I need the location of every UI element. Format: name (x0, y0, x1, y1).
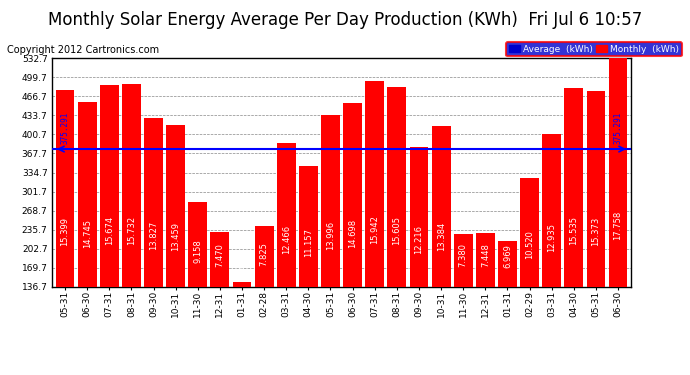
Bar (520, 178, 539, 366)
Text: 15.605: 15.605 (393, 216, 402, 245)
Text: 375.291: 375.291 (61, 112, 70, 144)
Text: 13.459: 13.459 (171, 222, 180, 251)
Bar (166, 125, 185, 366)
Bar (210, 232, 229, 366)
Text: 15.942: 15.942 (371, 216, 380, 244)
Bar (144, 118, 163, 366)
Text: 12.216: 12.216 (415, 225, 424, 254)
Bar (233, 282, 251, 366)
Bar (542, 135, 561, 366)
Bar (609, 48, 627, 366)
Bar (388, 87, 406, 366)
Text: 14.698: 14.698 (348, 219, 357, 248)
Bar (78, 102, 97, 366)
Text: 9.158: 9.158 (193, 239, 202, 262)
Bar (299, 166, 318, 366)
Text: 7.448: 7.448 (481, 243, 490, 267)
Text: 12.466: 12.466 (282, 225, 290, 254)
Text: 14.745: 14.745 (83, 219, 92, 248)
Text: 15.732: 15.732 (127, 216, 136, 245)
Bar (432, 126, 451, 366)
Text: 15.399: 15.399 (61, 217, 70, 246)
Bar (365, 81, 384, 366)
Bar (277, 143, 295, 366)
Text: 13.996: 13.996 (326, 220, 335, 250)
Text: 7.825: 7.825 (259, 242, 268, 266)
Bar (454, 234, 473, 366)
Bar (476, 232, 495, 366)
Bar (56, 90, 75, 366)
Bar (410, 147, 428, 366)
Text: 11.157: 11.157 (304, 228, 313, 257)
Text: 13.827: 13.827 (149, 221, 158, 250)
Text: 15.373: 15.373 (591, 217, 600, 246)
Bar (188, 202, 207, 366)
Text: 15.535: 15.535 (569, 216, 578, 246)
Bar (321, 116, 340, 366)
Bar (564, 88, 583, 366)
Bar (498, 241, 517, 366)
Text: 10.520: 10.520 (525, 230, 534, 259)
Bar (586, 91, 605, 366)
Text: 4.661: 4.661 (237, 251, 246, 274)
Text: 17.758: 17.758 (613, 210, 622, 240)
Text: 375.291: 375.291 (613, 112, 622, 144)
Bar (343, 103, 362, 366)
Bar (122, 84, 141, 366)
Legend: Average  (kWh), Monthly  (kWh): Average (kWh), Monthly (kWh) (506, 42, 682, 56)
Text: 7.470: 7.470 (215, 243, 224, 267)
Text: Monthly Solar Energy Average Per Day Production (KWh)  Fri Jul 6 10:57: Monthly Solar Energy Average Per Day Pro… (48, 11, 642, 29)
Bar (255, 226, 273, 366)
Text: Copyright 2012 Cartronics.com: Copyright 2012 Cartronics.com (7, 45, 159, 55)
Bar (100, 86, 119, 366)
Text: 13.384: 13.384 (437, 222, 446, 251)
Text: 12.935: 12.935 (547, 224, 556, 252)
Text: 7.380: 7.380 (459, 243, 468, 267)
Text: 15.674: 15.674 (105, 216, 114, 245)
Text: 6.969: 6.969 (503, 244, 512, 268)
